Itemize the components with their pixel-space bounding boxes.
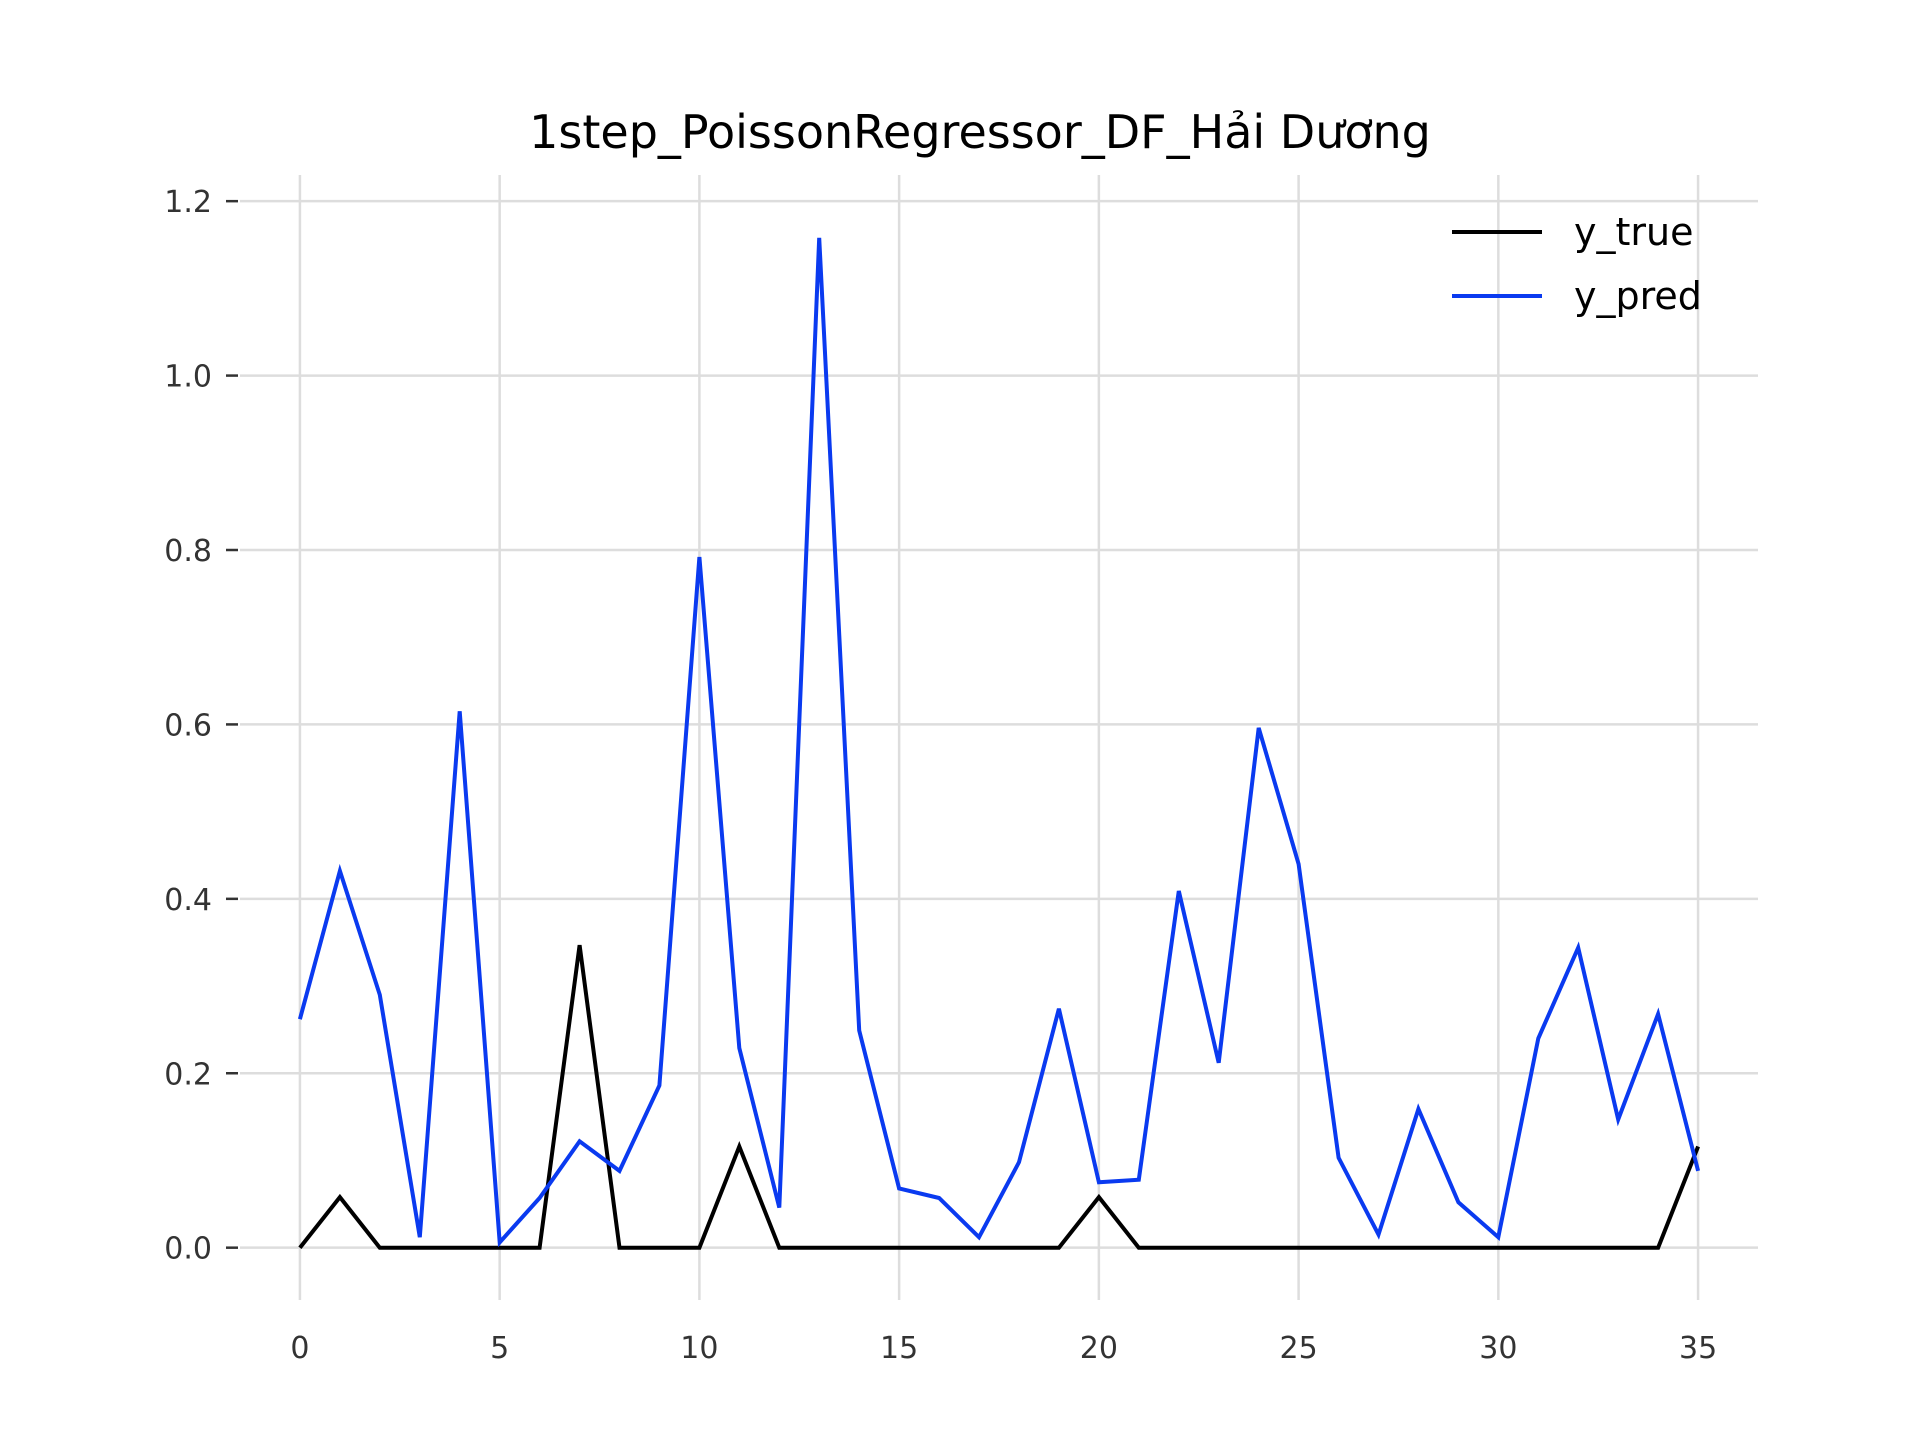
legend-label: y_pred [1574, 274, 1702, 318]
y-tick-label: 0.2 [164, 1057, 212, 1092]
x-tick-label: 30 [1479, 1331, 1517, 1366]
legend: y_true y_pred [1452, 210, 1702, 318]
series-line-y-true [298, 944, 1700, 1250]
legend-label: y_true [1574, 210, 1693, 254]
x-tick-label: 25 [1280, 1331, 1318, 1366]
y-tick-label: 0.0 [164, 1232, 212, 1267]
y-tick-label: 0.6 [164, 708, 212, 743]
x-tick-label: 20 [1080, 1331, 1118, 1366]
y-tick-label: 1.2 [164, 185, 212, 220]
x-tick-label: 35 [1679, 1331, 1717, 1366]
y-tick-label: 0.8 [164, 534, 212, 569]
x-tick-label: 15 [880, 1331, 918, 1366]
y-tick-label: 1.0 [164, 360, 212, 395]
x-tick-label: 0 [290, 1331, 309, 1366]
series-line-y-pred [297, 237, 1701, 1248]
chart-title: 1step_PoissonRegressor_DF_Hải Dương [529, 105, 1431, 159]
grid [240, 175, 1758, 1300]
y-tick-label: 0.4 [164, 883, 212, 918]
x-tick-label: 5 [490, 1331, 509, 1366]
series-lines [297, 237, 1701, 1250]
x-tick-label: 10 [680, 1331, 718, 1366]
axis-ticks: 0 5 10 15 20 25 30 35 0.0 0.2 0.4 0.6 0.8 1.0 1.2 [164, 185, 1717, 1366]
